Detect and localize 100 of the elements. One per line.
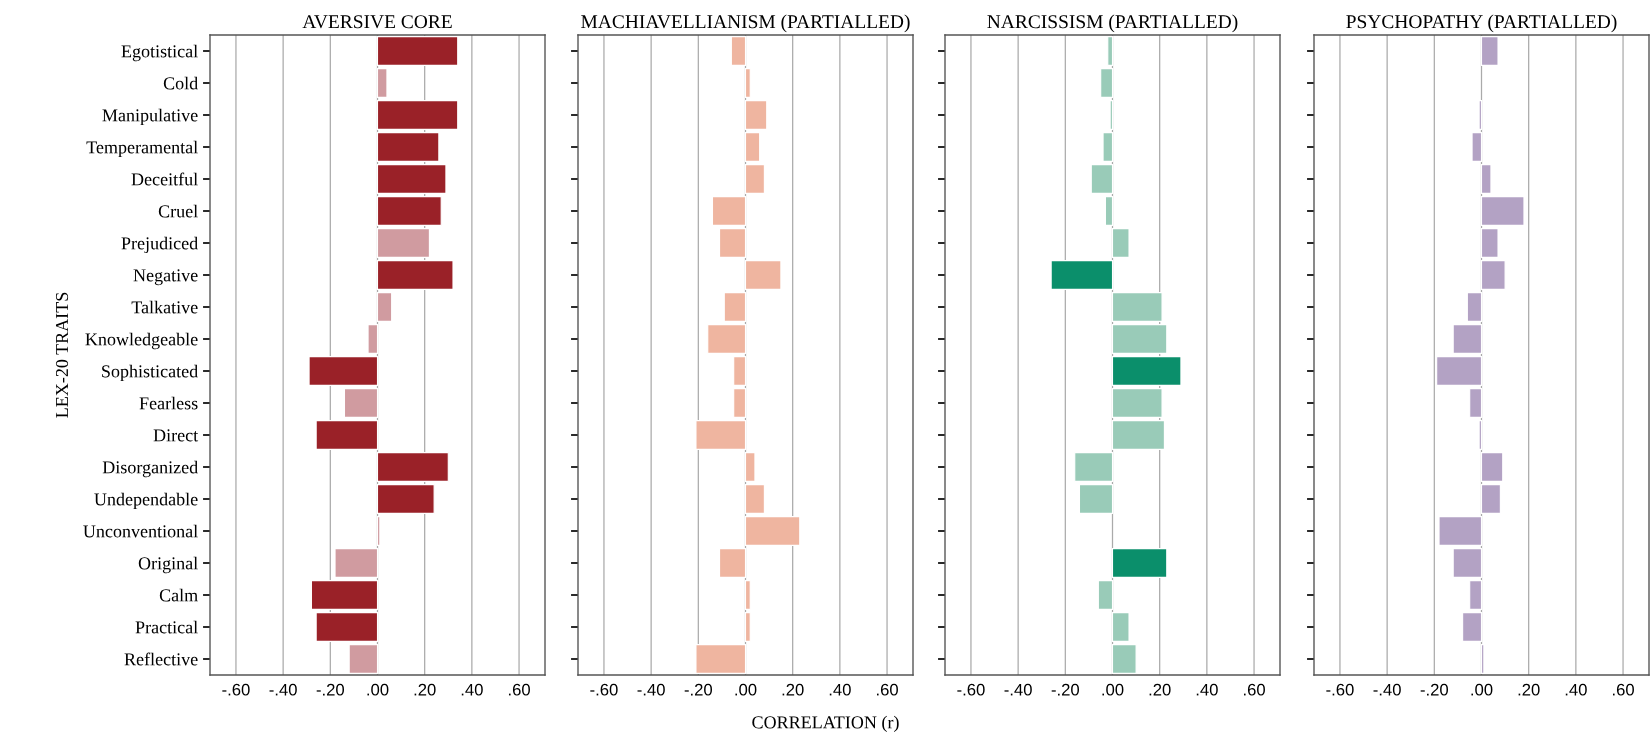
bar (718, 548, 747, 578)
bar (1462, 612, 1483, 642)
bar (744, 100, 768, 130)
chart-title: AVERSIVE CORE (302, 15, 452, 29)
bar (1480, 36, 1499, 66)
y-tick-label: Practical (135, 620, 198, 634)
x-tick-label: .20 (1149, 683, 1171, 696)
bar (1090, 164, 1114, 194)
x-tick-label: .00 (367, 683, 389, 696)
x-tick-label: .60 (1612, 683, 1634, 696)
bar (376, 132, 440, 162)
x-tick-label: -.20 (1420, 683, 1449, 696)
bar (348, 644, 379, 674)
bar (1111, 420, 1165, 450)
bar (376, 228, 430, 258)
x-tick-label: .00 (1102, 683, 1124, 696)
y-tick-label: Sophisticated (102, 364, 198, 382)
bar (730, 36, 747, 66)
bar (1480, 164, 1492, 194)
x-tick-label: -.20 (316, 683, 345, 696)
bar (1111, 324, 1168, 354)
y-tick-label: Original (138, 556, 198, 574)
y-tick-label: Disorganized (102, 460, 198, 478)
bar (376, 484, 435, 514)
bar (744, 164, 765, 194)
bar (718, 228, 747, 258)
bar (315, 420, 379, 450)
y-tick-label: Cold (163, 76, 198, 90)
x-tick-label: .60 (1243, 683, 1265, 696)
bar (744, 516, 801, 546)
bar (1111, 356, 1182, 386)
bar (1469, 388, 1483, 418)
x-tick-label: -.60 (222, 683, 250, 696)
bar (1480, 228, 1499, 258)
bar (334, 548, 379, 578)
bar (1100, 68, 1114, 98)
bar (1436, 356, 1483, 386)
y-tick-label: Temperamental (86, 140, 198, 158)
bar (1471, 132, 1483, 162)
bar (1107, 36, 1114, 66)
x-tick-label: -.60 (1326, 683, 1354, 696)
bar (744, 580, 751, 610)
y-tick-label: Knowledgeable (85, 332, 198, 350)
chart-title: MACHIAVELLIANISM (PARTIALLED) (581, 14, 910, 33)
bar (1469, 580, 1483, 610)
bar (1111, 228, 1130, 258)
bar (367, 324, 379, 354)
bar (1109, 100, 1114, 130)
y-tick-label: Talkative (131, 300, 198, 314)
bar (744, 452, 756, 482)
bar (310, 580, 379, 610)
bar (376, 36, 459, 66)
y-tick-label: Prejudiced (121, 236, 198, 254)
y-tick-label: Reflective (124, 652, 198, 666)
bar (308, 356, 379, 386)
bar (376, 68, 388, 98)
bar (744, 68, 751, 98)
x-tick-label: .00 (1471, 683, 1493, 696)
y-tick-label: Unconventional (83, 524, 198, 538)
y-tick-label: Negative (133, 269, 198, 286)
bar (744, 132, 761, 162)
bar (376, 292, 393, 322)
bar (1452, 324, 1483, 354)
x-tick-label: -.40 (269, 683, 297, 696)
bar (376, 196, 442, 226)
y-tick-label: Undependable (94, 492, 198, 510)
x-tick-label: .20 (782, 683, 804, 696)
chart-title: PSYCHOPATHY (PARTIALLED) (1346, 14, 1617, 33)
x-tick-label: .00 (735, 683, 757, 696)
bar (1111, 292, 1163, 322)
bar (376, 260, 454, 290)
bar (1050, 260, 1114, 290)
bar (707, 324, 747, 354)
chart-title: NARCISSISM (PARTIALLED) (987, 14, 1238, 33)
bar (1097, 580, 1114, 610)
bar (376, 164, 447, 194)
bar (733, 388, 747, 418)
x-tick-label: .20 (414, 683, 436, 696)
bar (376, 516, 381, 546)
bar (1438, 516, 1483, 546)
bar (723, 292, 747, 322)
x-tick-label: -.60 (957, 683, 985, 696)
bar (1074, 452, 1114, 482)
x-tick-label: .40 (1565, 683, 1587, 696)
x-tick-label: .40 (461, 683, 483, 696)
bar (1102, 132, 1114, 162)
bar (1111, 612, 1130, 642)
x-tick-label: .20 (1518, 683, 1540, 696)
x-tick-label: .40 (1196, 683, 1218, 696)
bar (376, 100, 459, 130)
bar (711, 196, 747, 226)
bar (1104, 196, 1114, 226)
bar (343, 388, 379, 418)
bar (695, 644, 747, 674)
bar (1478, 420, 1483, 450)
bar (1480, 644, 1485, 674)
bar (376, 452, 449, 482)
x-tick-label: -.40 (637, 683, 665, 696)
bar (315, 612, 379, 642)
bar (744, 612, 751, 642)
